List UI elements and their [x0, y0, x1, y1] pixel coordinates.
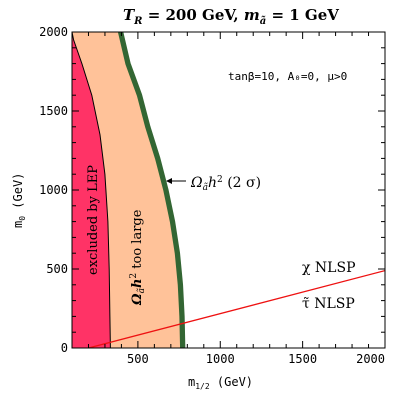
band-annotation: Ωãh2 (2 σ)	[166, 175, 261, 193]
y-tick-label: 1000	[39, 183, 68, 197]
x-axis-label: m1/2 (GeV)	[188, 375, 253, 391]
title-eq1: = 200 GeV,	[142, 6, 243, 24]
y-tick-label: 2000	[39, 25, 68, 39]
x-tick-label: 1500	[288, 352, 317, 366]
y-tick-label: 1500	[39, 104, 68, 118]
x-ticks: 500 1000 1500 2000	[87, 32, 386, 366]
title-t-sub: R	[133, 16, 142, 27]
stau-nlsp-label: τ̃ NLSP	[302, 296, 355, 312]
title-t: T	[123, 6, 136, 24]
lep-excluded-region	[72, 32, 111, 348]
lep-label: excluded by LEP	[86, 165, 101, 275]
x-tick-label: 2000	[356, 352, 385, 366]
too-large-label: Ωãh2 too large	[129, 209, 147, 306]
title-m: m	[244, 6, 260, 24]
y-tick-label: 0	[61, 341, 68, 355]
relic-density-band	[118, 32, 186, 348]
nlsp-boundary-line	[88, 269, 385, 348]
y-tick-label: 500	[46, 262, 68, 276]
params-text: tanβ=10, A₀=0, μ>0	[228, 70, 347, 83]
band-arrow-head	[166, 178, 172, 184]
x-tick-label: 500	[127, 352, 149, 366]
band-label: Ωãh2 (2 σ)	[190, 175, 261, 193]
y-axis-label: m0 (GeV)	[11, 173, 27, 228]
title-eq2: = 1 GeV	[266, 6, 339, 24]
x-tick-label: 1000	[206, 352, 235, 366]
too-large-region	[72, 32, 183, 348]
chi-nlsp-label: χ NLSP	[302, 260, 356, 276]
title-m-sub: ã	[260, 16, 266, 27]
chart-title: TR = 200 GeV, mã = 1 GeV	[123, 6, 339, 27]
y-ticks: 0 500 1000 1500 2000	[39, 25, 385, 355]
